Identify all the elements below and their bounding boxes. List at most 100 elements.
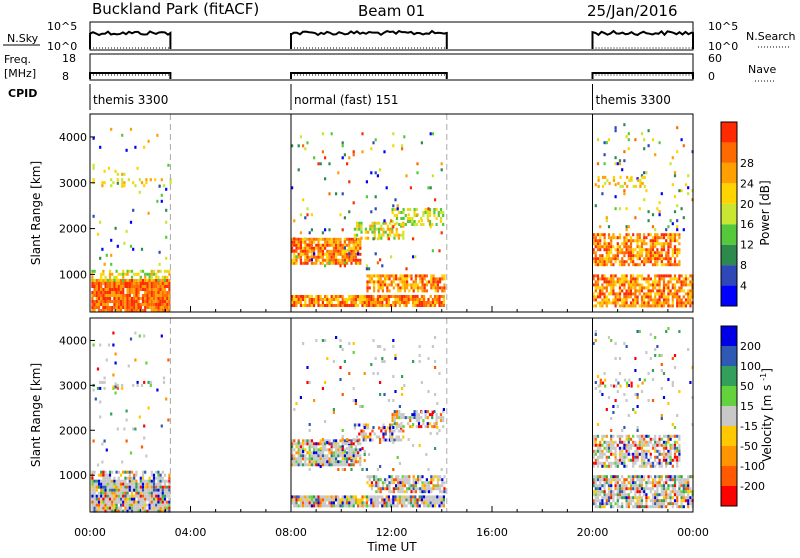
heatmap-cell xyxy=(143,436,146,440)
heatmap-cell xyxy=(370,484,373,488)
heatmap-cell xyxy=(99,400,102,404)
heatmap-cell xyxy=(682,496,685,500)
heatmap-cell xyxy=(662,493,666,497)
heatmap-cell xyxy=(640,496,644,500)
heatmap-cell xyxy=(163,500,167,504)
heatmap-cell xyxy=(625,245,628,249)
heatmap-cell xyxy=(141,303,145,306)
heatmap-cell xyxy=(291,439,294,443)
heatmap-cell xyxy=(159,285,162,288)
heatmap-cell xyxy=(141,509,145,513)
heatmap-cell xyxy=(610,478,613,482)
heatmap-cell xyxy=(346,460,349,464)
heatmap-cell xyxy=(357,454,360,458)
heatmap-cell xyxy=(302,504,305,508)
heatmap-cell xyxy=(348,463,351,467)
heatmap-cell xyxy=(115,485,118,489)
heatmap-cell xyxy=(651,378,655,381)
heatmap-cell xyxy=(144,275,147,279)
heatmap-cell xyxy=(357,249,360,253)
heatmap-cell xyxy=(370,298,373,301)
heatmap-cell xyxy=(676,228,679,232)
heatmap-cell xyxy=(291,451,294,455)
heatmap-cell xyxy=(441,481,444,485)
heatmap-cell xyxy=(643,434,646,438)
heatmap-cell xyxy=(660,502,663,506)
heatmap-cell xyxy=(297,441,300,444)
heatmap-cell xyxy=(337,252,340,256)
heatmap-cell xyxy=(654,505,657,509)
heatmap-cell xyxy=(673,210,677,214)
heatmap-cell xyxy=(367,435,370,439)
heatmap-cell xyxy=(654,283,657,287)
heatmap-cell xyxy=(680,490,683,494)
nave-label: Nave xyxy=(748,63,776,76)
heatmap-cell xyxy=(106,491,109,495)
heatmap-cell xyxy=(95,494,98,498)
heatmap-cell xyxy=(122,491,125,495)
heatmap-cell xyxy=(625,135,628,139)
heatmap-cell xyxy=(621,263,624,267)
heatmap-cell xyxy=(599,505,602,509)
heatmap-cell xyxy=(335,246,338,250)
heatmap-cell xyxy=(395,475,398,479)
heatmap-cell xyxy=(634,487,637,491)
heatmap-cell xyxy=(117,485,120,489)
heatmap-cell xyxy=(623,181,627,185)
heatmap-cell xyxy=(374,195,377,199)
heatmap-cell xyxy=(293,252,296,256)
heatmap-cell xyxy=(350,442,353,446)
heatmap-cell xyxy=(111,306,114,309)
heatmap-cell xyxy=(623,455,626,459)
heatmap-cell xyxy=(592,490,595,494)
heatmap-cell xyxy=(680,496,683,500)
heatmap-cell xyxy=(104,500,107,504)
heatmap-cell xyxy=(352,301,355,304)
heatmap-cell xyxy=(599,455,602,459)
heatmap-cell xyxy=(371,227,374,231)
heatmap-cell xyxy=(93,291,96,294)
heatmap-cell xyxy=(614,357,617,360)
heatmap-cell xyxy=(612,236,615,240)
heatmap-cell xyxy=(328,240,331,244)
heatmap-cell xyxy=(150,282,153,285)
heatmap-cell xyxy=(91,309,94,312)
heatmap-cell xyxy=(662,502,666,506)
heatmap-cell xyxy=(676,298,679,302)
heatmap-cell xyxy=(95,479,98,483)
heatmap-cell xyxy=(607,493,611,497)
heatmap-cell xyxy=(150,300,153,303)
heatmap-cell xyxy=(673,487,677,491)
heatmap-cell xyxy=(397,438,400,442)
heatmap-cell xyxy=(396,295,399,298)
heatmap-cell xyxy=(341,301,344,304)
heatmap-cell xyxy=(137,306,140,309)
heatmap-cell xyxy=(339,339,342,342)
heatmap-cell xyxy=(148,497,151,501)
heatmap-cell xyxy=(649,298,652,302)
heatmap-cell xyxy=(302,442,305,446)
heatmap-cell xyxy=(108,473,112,477)
heatmap-cell xyxy=(406,208,410,211)
heatmap-cell xyxy=(592,455,595,459)
heatmap-cell xyxy=(420,411,423,414)
heatmap-cell xyxy=(665,478,668,482)
heatmap-cell xyxy=(168,288,171,291)
heatmap-cell xyxy=(423,495,426,499)
heatmap-cell xyxy=(678,189,681,193)
heatmap-cell xyxy=(409,419,412,423)
heatmap-cell xyxy=(117,506,120,510)
heatmap-cell xyxy=(667,402,670,405)
heatmap-cell xyxy=(406,277,409,281)
heatmap-cell xyxy=(101,460,104,464)
heatmap-cell xyxy=(649,289,652,293)
heatmap-cell xyxy=(607,225,611,229)
heatmap-cell xyxy=(665,295,668,299)
heatmap-cell xyxy=(625,248,628,252)
heatmap-cell xyxy=(421,475,424,479)
heatmap-cell xyxy=(603,257,606,261)
heatmap-cell xyxy=(128,488,131,492)
heatmap-cell xyxy=(393,233,396,237)
heatmap-cell xyxy=(376,304,379,307)
heatmap-cell xyxy=(348,304,351,307)
